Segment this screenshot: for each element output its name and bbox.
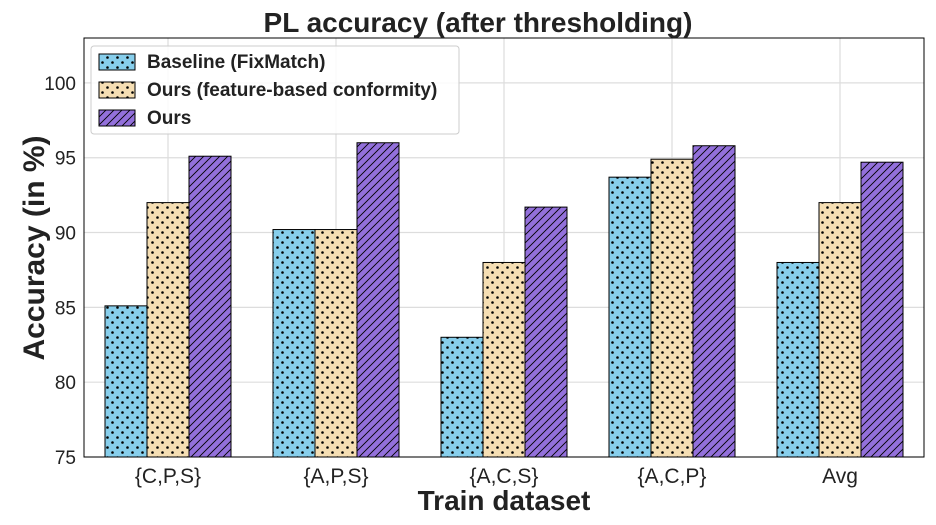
chart-title: PL accuracy (after thresholding) — [264, 7, 693, 38]
bar-ours-1 — [356, 142, 400, 458]
bar-baseline-0 — [104, 305, 148, 458]
y-tick-label: 80 — [55, 373, 76, 394]
y-axis-label: Accuracy (in %) — [18, 135, 51, 360]
legend-swatch-baseline — [98, 53, 136, 71]
y-tick-label: 85 — [55, 298, 76, 319]
y-tick-label: 100 — [44, 74, 76, 95]
bar-feature-conformity-3 — [650, 158, 694, 458]
legend-swatch-ours — [98, 109, 136, 127]
bar-ours-2 — [524, 206, 568, 458]
legend-label-baseline: Baseline (FixMatch) — [147, 52, 325, 73]
x-tick-label: {C,P,S} — [135, 465, 201, 488]
y-tick-label: 95 — [55, 149, 76, 170]
x-axis-label: Train dataset — [418, 485, 591, 516]
y-axis-ticks: 75 80 85 90 95 100 — [44, 74, 76, 469]
legend-box — [90, 45, 460, 135]
y-tick-label: 75 — [55, 448, 76, 469]
bar-feature-conformity-4 — [818, 202, 862, 458]
legend-label-feature-conformity: Ours (feature-based conformity) — [147, 80, 437, 101]
x-tick-label: {A,C,P} — [638, 465, 707, 488]
y-tick-label: 90 — [55, 224, 76, 245]
bar-feature-conformity-1 — [314, 229, 358, 458]
x-tick-label: {A,P,S} — [303, 465, 368, 488]
bar-ours-3 — [692, 145, 736, 458]
bar-feature-conformity-0 — [146, 202, 190, 458]
bars — [104, 142, 904, 458]
bar-baseline-3 — [608, 176, 652, 458]
x-tick-label: Avg — [822, 465, 858, 488]
bar-baseline-1 — [272, 229, 316, 458]
bar-ours-0 — [188, 155, 232, 458]
bar-feature-conformity-2 — [482, 261, 526, 458]
bar-baseline-2 — [440, 336, 484, 458]
x-tick-label: {A,C,S} — [470, 465, 539, 488]
legend: Baseline (FixMatch) Ours (feature-based … — [90, 45, 460, 135]
legend-label-ours: Ours — [147, 108, 191, 129]
bar-ours-4 — [860, 161, 904, 458]
legend-swatch-feature-conformity — [98, 81, 136, 99]
x-axis-ticks: {C,P,S} {A,P,S} {A,C,S} {A,C,P} Avg — [135, 465, 858, 488]
bar-baseline-4 — [776, 261, 820, 458]
